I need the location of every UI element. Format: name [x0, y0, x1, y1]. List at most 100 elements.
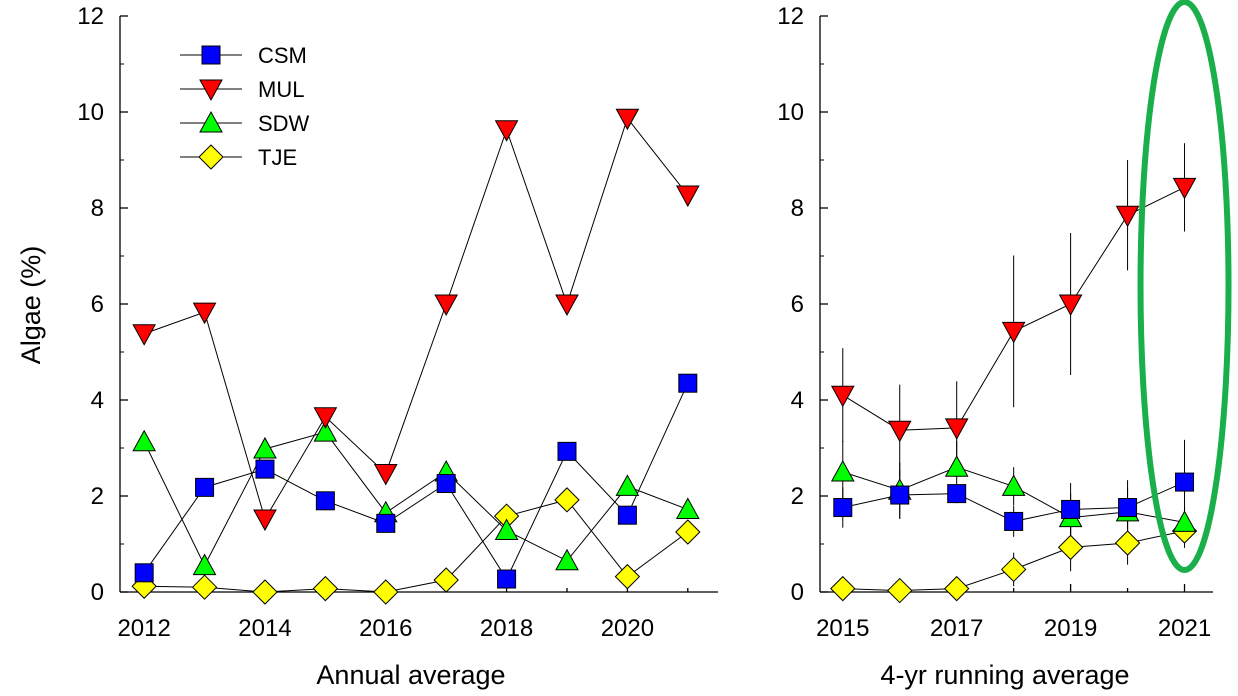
data-point-mul: [675, 185, 700, 208]
series-line-csm: [143, 382, 689, 581]
x-tick-label: 2016: [359, 615, 412, 642]
y-tick-label: 0: [791, 579, 804, 606]
legend-label-csm: CSM: [258, 43, 307, 68]
data-point-csm: [1175, 472, 1195, 492]
legend-label-mul: MUL: [258, 77, 304, 102]
data-point-csm: [1061, 499, 1081, 519]
data-point-sdw: [555, 548, 579, 571]
data-point-sdw: [192, 553, 217, 576]
legend-marker-csm: [201, 45, 221, 65]
data-point-csm: [1004, 511, 1024, 531]
right-panel-running: 0 2 4 6 8 10 12 2015 2017 2019 2021: [777, 0, 1232, 642]
x-tick-label: 2019: [1044, 615, 1097, 642]
legend-marker-tje: [198, 144, 224, 170]
series-line-mul: [143, 117, 689, 521]
left-panel-annual: 0 2 4 6 8 10 12 2012 2014 2016 2018 2020 CSM MUL SDW TJ…: [77, 3, 718, 642]
y-tick-label: 8: [91, 195, 104, 222]
data-point-csm: [617, 505, 637, 525]
data-point-mul: [132, 324, 157, 346]
y-tick-label: 8: [791, 195, 804, 222]
y-tick-label: 6: [91, 291, 104, 318]
data-point-tje: [252, 579, 278, 605]
data-point-csm: [557, 441, 577, 461]
data-point-sdw: [132, 429, 157, 452]
data-point-csm: [497, 569, 517, 589]
data-point-tje: [675, 519, 701, 545]
data-point-mul: [615, 108, 640, 131]
data-point-tje: [614, 563, 641, 590]
data-point-csm: [195, 477, 215, 497]
data-point-sdw: [830, 459, 855, 482]
data-point-mul: [1058, 294, 1083, 317]
data-point-csm: [134, 563, 154, 583]
data-point-mul: [253, 509, 277, 532]
x-tick-label: 2021: [1158, 615, 1211, 642]
data-point-mul: [1001, 321, 1026, 344]
data-point-tje: [1000, 556, 1027, 583]
x-tick-label: 2012: [117, 615, 170, 642]
data-point-mul: [373, 463, 398, 486]
y-tick-label: 2: [791, 483, 804, 510]
data-point-tje: [943, 575, 970, 602]
data-point-csm: [947, 484, 967, 504]
data-point-sdw: [675, 497, 700, 519]
data-point-mul: [494, 120, 519, 142]
data-point-sdw: [944, 455, 969, 477]
x-tick-label: 2014: [238, 615, 291, 642]
data-point-csm: [376, 513, 396, 533]
data-point-csm: [890, 485, 910, 505]
data-point-csm: [436, 474, 456, 494]
data-point-csm: [255, 459, 275, 479]
y-tick-label: 4: [91, 387, 104, 414]
x-tick-label: 2015: [816, 615, 869, 642]
x-tick-label: 2017: [930, 615, 983, 642]
legend-label-tje: TJE: [258, 145, 297, 170]
data-point-tje: [830, 575, 856, 602]
data-point-tje: [312, 575, 339, 602]
y-tick-label: 0: [91, 579, 104, 606]
data-point-sdw: [1001, 474, 1026, 496]
y-tick-label: 10: [77, 99, 104, 126]
data-point-sdw: [615, 474, 640, 496]
y-tick-label: 4: [791, 387, 804, 414]
legend-marker-sdw: [199, 110, 223, 133]
series-line-tje: [144, 499, 689, 593]
data-point-tje: [373, 579, 399, 605]
data-point-csm: [833, 498, 853, 518]
data-point-mul: [313, 407, 338, 429]
data-point-mul: [434, 294, 459, 317]
x-tick-label: 2018: [480, 615, 533, 642]
data-point-mul: [1115, 205, 1140, 228]
data-point-tje: [1114, 530, 1141, 556]
data-point-mul: [555, 294, 579, 317]
highlight-ellipse: [1137, 0, 1232, 573]
data-point-tje: [554, 487, 580, 513]
data-point-mul: [887, 420, 912, 443]
y-tick-label: 12: [77, 3, 104, 30]
data-point-csm: [315, 491, 335, 511]
data-point-csm: [1118, 498, 1138, 518]
y-tick-label: 12: [777, 3, 804, 30]
y-tick-label: 6: [791, 291, 804, 318]
data-point-sdw: [494, 518, 519, 541]
data-point-mul: [830, 385, 855, 408]
data-point-sdw: [1172, 510, 1197, 532]
y-tick-label: 2: [91, 483, 104, 510]
data-point-sdw: [253, 436, 277, 459]
legend-marker-mul: [199, 79, 223, 102]
data-point-mul: [944, 418, 969, 440]
legend-label-sdw: SDW: [258, 111, 310, 136]
right-x-axis-title: 4-yr running average: [880, 660, 1129, 690]
y-tick-label: 10: [777, 99, 804, 126]
data-point-tje: [191, 574, 218, 600]
y-axis-title: Algae (%): [16, 246, 46, 365]
data-point-tje: [433, 567, 459, 593]
data-point-mul: [192, 302, 217, 325]
data-point-csm: [678, 373, 698, 393]
x-tick-label: 2020: [601, 615, 654, 642]
data-point-tje: [1057, 534, 1084, 561]
data-point-mul: [1172, 177, 1197, 200]
series-line-sdw: [143, 431, 688, 567]
